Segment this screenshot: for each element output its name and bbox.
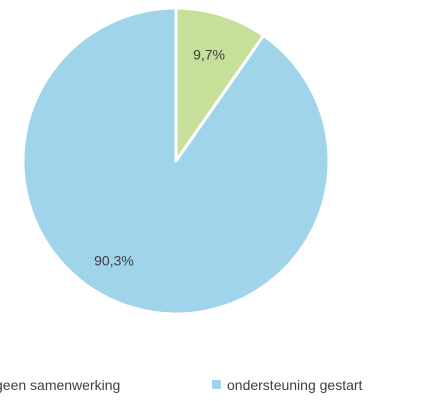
legend-label-geen-samenwerking: geen samenwerking [0, 377, 120, 393]
legend: geen samenwerking ondersteuning gestart [0, 377, 363, 393]
pie-slice-geen-samenwerking [174, 6, 266, 163]
slice-label-geen-samenwerking: 9,7% [193, 47, 225, 63]
legend-swatch-ondersteuning-gestart [212, 380, 221, 389]
slice-label-ondersteuning-gestart: 90,3% [94, 253, 134, 269]
pie-slices [21, 6, 331, 316]
slice-labels: 9,7% 90,3% [94, 47, 225, 269]
pie-slice-ondersteuning-gestart [21, 6, 331, 316]
legend-label-ondersteuning-gestart: ondersteuning gestart [227, 377, 363, 393]
